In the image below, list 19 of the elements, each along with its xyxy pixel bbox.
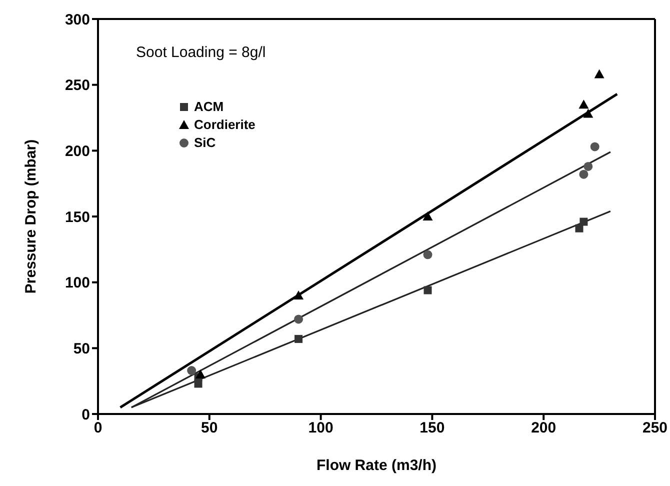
y-tick-label: 250	[64, 77, 90, 94]
legend-label: ACM	[194, 98, 224, 116]
legend-label: Cordierite	[194, 116, 256, 134]
x-tick-label: 0	[94, 420, 102, 437]
y-tick-label: 200	[64, 142, 90, 160]
y-tick-label: 150	[64, 208, 90, 226]
x-axis-title: Flow Rate (m3/h)	[316, 457, 437, 474]
x-tick-label: 150	[420, 420, 445, 437]
x-tick-label: 50	[201, 420, 218, 437]
annotation: Soot Loading = 8g/l	[136, 44, 266, 61]
y-tick-label: 50	[73, 340, 90, 358]
y-tick-label: 100	[64, 274, 90, 292]
x-tick-label: 200	[531, 420, 556, 437]
x-tick-label: 100	[308, 420, 334, 437]
y-tick-label: 300	[64, 11, 90, 28]
legend-label: SiC	[194, 134, 216, 152]
y-axis-title: Pressure Drop (mbar)	[22, 139, 40, 294]
x-tick-label: 250	[642, 420, 668, 437]
y-tick-label: 0	[82, 406, 90, 424]
